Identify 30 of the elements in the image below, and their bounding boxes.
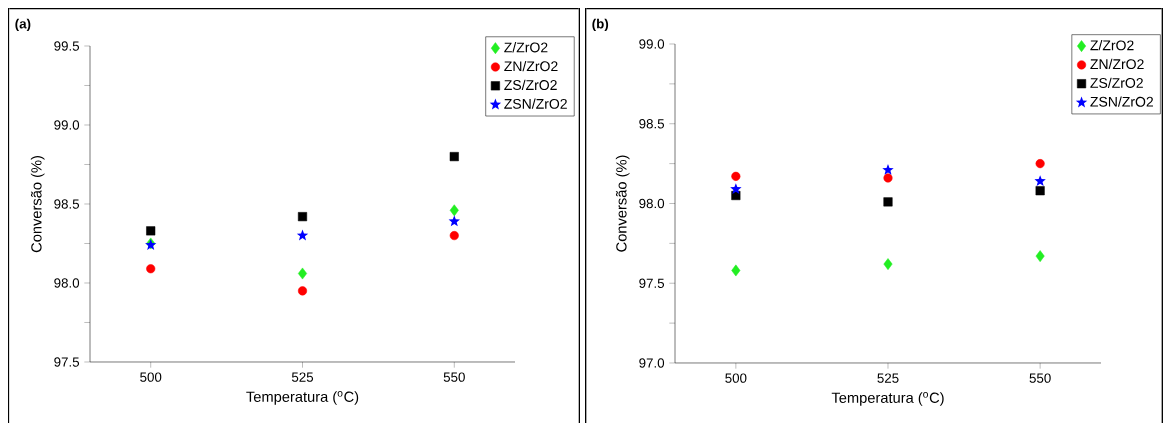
- y-tick-label: 99.0: [639, 39, 665, 49]
- chart-title: (b): [592, 18, 609, 32]
- y-tick-label: 98.0: [639, 198, 665, 209]
- legend-label: ZN/ZrO2: [504, 60, 558, 72]
- x-axis-title: Temperatura ($^{o}$C): [831, 391, 944, 406]
- y-axis-title: Conversão (%): [30, 156, 45, 253]
- legend-label: ZSN/ZrO2: [1090, 96, 1153, 107]
- chart-title: (a): [15, 18, 31, 32]
- y-tick-label: 97.5: [54, 357, 80, 367]
- x-tick-label: 550: [443, 372, 465, 382]
- x-axis-title: Temperatura ($^{o}$C): [246, 390, 359, 405]
- legend-label: ZS/ZrO2: [504, 79, 557, 91]
- y-axis-title: Conversão (%): [615, 155, 630, 252]
- y-tick-label: 98.5: [54, 199, 80, 209]
- y-tick-label: 98.5: [639, 119, 665, 129]
- y-tick-label: 98.0: [54, 278, 80, 288]
- y-tick-label: 99.0: [54, 120, 80, 130]
- x-tick-label: 500: [140, 372, 162, 382]
- x-tick-label: 500: [725, 373, 747, 383]
- y-tick-label: 99.5: [54, 41, 80, 51]
- legend-label: ZS/ZrO2: [1090, 77, 1143, 88]
- x-tick-label: 550: [1029, 373, 1051, 383]
- y-tick-label: 97.0: [639, 358, 665, 368]
- legend-label: ZN/ZrO2: [1090, 58, 1144, 70]
- legend-label: ZSN/ZrO2: [504, 98, 567, 109]
- x-tick-label: 525: [877, 373, 899, 383]
- legend-label: Z/ZrO2: [1090, 40, 1134, 51]
- y-tick-label: 97.5: [639, 278, 665, 288]
- legend-label: Z/ZrO2: [504, 42, 548, 53]
- x-tick-label: 525: [291, 372, 314, 382]
